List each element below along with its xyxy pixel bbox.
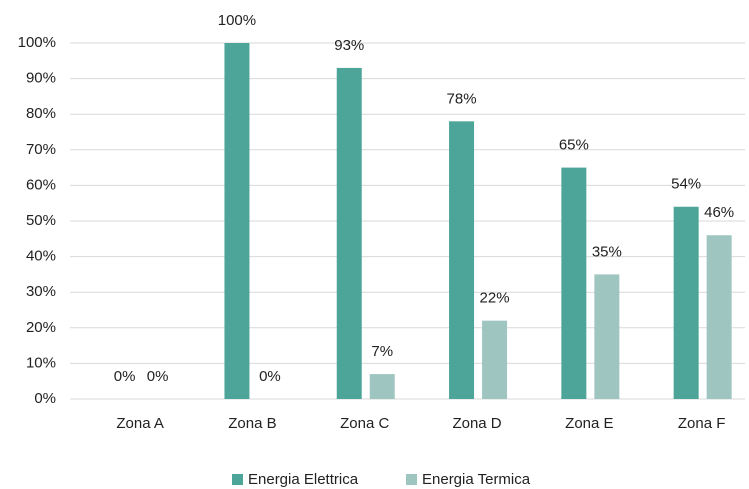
bar: [336, 67, 362, 400]
value-label: 100%: [218, 12, 256, 29]
value-label: 46%: [704, 204, 734, 221]
y-tick-label: 30%: [26, 283, 56, 300]
bar: [673, 206, 699, 399]
x-tick-label: Zona F: [678, 415, 726, 432]
y-tick-label: 90%: [26, 70, 56, 87]
value-label: 65%: [559, 137, 589, 154]
y-tick-label: 10%: [26, 354, 56, 371]
y-tick-label: 50%: [26, 212, 56, 229]
bar: [482, 320, 508, 399]
legend-swatch: [232, 474, 243, 485]
value-label: 0%: [147, 368, 169, 385]
value-label: 93%: [334, 37, 364, 54]
legend-label: Energia Termica: [422, 471, 531, 488]
x-tick-label: Zona D: [452, 415, 501, 432]
value-label: 78%: [447, 90, 477, 107]
bar: [449, 121, 475, 399]
legend-swatch: [406, 474, 417, 485]
bar: [706, 235, 732, 399]
bar: [594, 274, 620, 399]
bar: [369, 374, 395, 399]
x-tick-label: Zona B: [228, 415, 276, 432]
value-label: 54%: [671, 176, 701, 193]
y-tick-label: 60%: [26, 176, 56, 193]
x-tick-label: Zona C: [340, 415, 389, 432]
value-label: 0%: [259, 368, 281, 385]
x-tick-label: Zona A: [116, 415, 164, 432]
value-label: 35%: [592, 243, 622, 260]
bar: [224, 43, 250, 399]
y-tick-label: 20%: [26, 319, 56, 336]
y-tick-label: 100%: [18, 34, 56, 51]
value-label: 7%: [371, 343, 393, 360]
bar: [561, 167, 587, 399]
y-tick-label: 70%: [26, 141, 56, 158]
value-label: 22%: [480, 290, 510, 307]
y-tick-label: 0%: [34, 390, 56, 407]
legend-label: Energia Elettrica: [248, 471, 359, 488]
y-tick-label: 80%: [26, 105, 56, 122]
value-label: 0%: [114, 368, 136, 385]
x-tick-label: Zona E: [565, 415, 613, 432]
y-tick-label: 40%: [26, 248, 56, 265]
